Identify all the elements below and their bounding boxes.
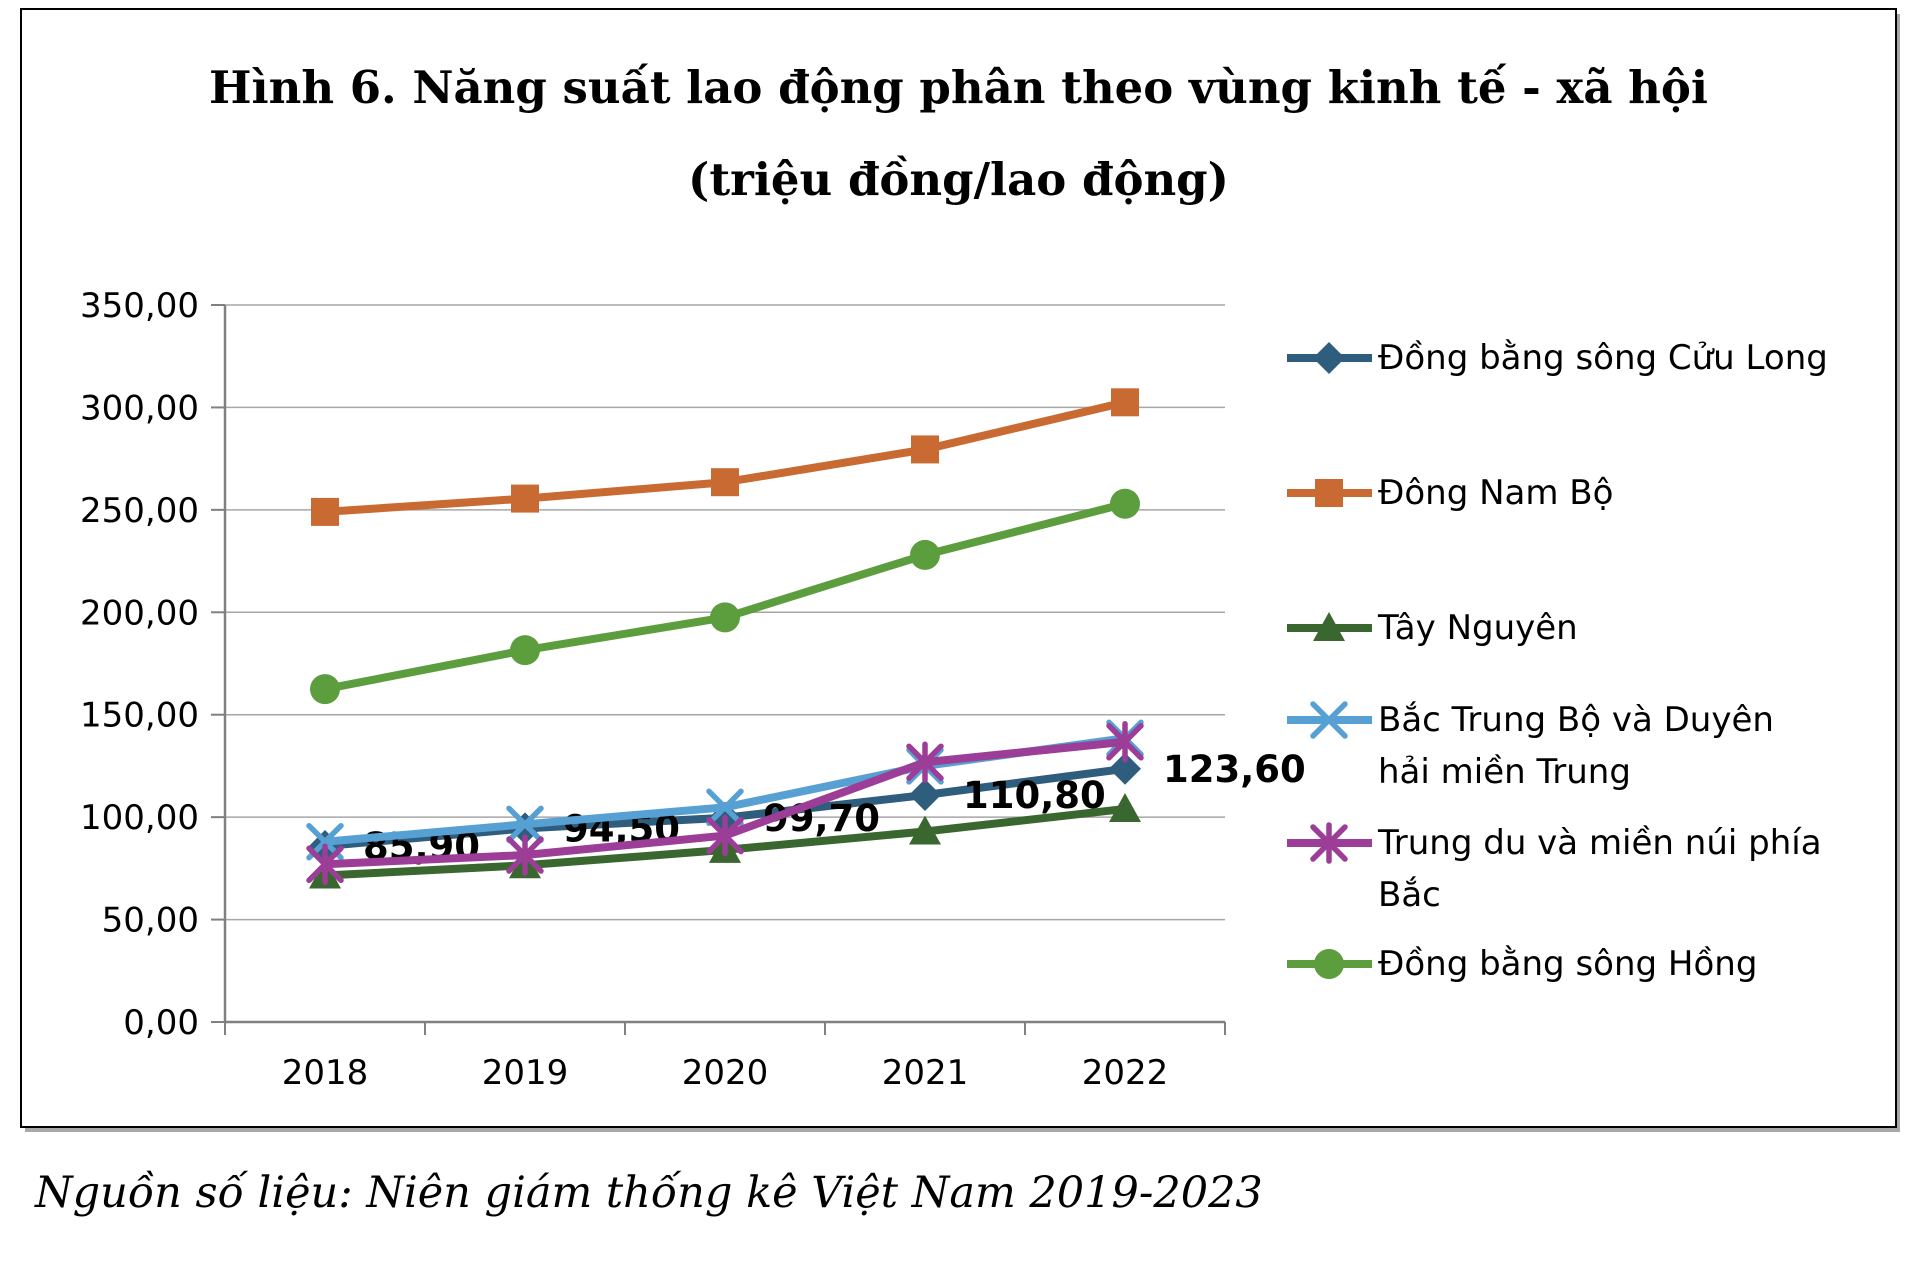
asterisk-marker [306, 843, 344, 886]
square-marker [911, 435, 939, 464]
chart-title: Hình 6. Năng suất lao động phân theo vùn… [22, 42, 1895, 226]
legend-swatch [1287, 949, 1372, 979]
series-5 [310, 488, 1140, 705]
y-tick-label: 150,00 [80, 696, 199, 736]
y-tick-label: 200,00 [80, 593, 199, 633]
x-tick-label: 2020 [682, 1053, 769, 1093]
legend-label: Đông Nam Bộ [1378, 473, 1614, 513]
legend-entry-3: Bắc Trung Bộ và Duyên hải miền Trung [1287, 694, 1774, 798]
asterisk-marker [906, 741, 944, 783]
chart-title-line2: (triệu đồng/lao động) [688, 153, 1229, 206]
diamond-marker [1313, 342, 1345, 374]
circle-marker [510, 635, 540, 666]
asterisk-marker [1310, 822, 1348, 864]
triangle-marker [1313, 612, 1345, 641]
x-tick-label: 2021 [882, 1053, 969, 1093]
x-tick-label: 2022 [1082, 1053, 1169, 1093]
legend-entry-2: Tây Nguyên [1287, 602, 1578, 654]
y-tick-label: 250,00 [80, 491, 199, 531]
source-note: Nguồn số liệu: Niên giám thống kê Việt N… [35, 1168, 1263, 1218]
legend-swatch [1287, 822, 1372, 864]
diamond-marker [909, 779, 941, 812]
square-marker [511, 484, 539, 513]
legend-label: Trung du và miền núi phía Bắc [1378, 823, 1822, 915]
y-tick-label: 50,00 [102, 901, 199, 941]
diamond-marker [1109, 752, 1141, 785]
x-marker [506, 805, 544, 844]
asterisk-marker [706, 814, 744, 857]
square-marker [711, 468, 739, 497]
x-marker [1310, 701, 1348, 739]
legend-label: Bắc Trung Bộ và Duyên hải miền Trung [1378, 700, 1774, 792]
legend-label: Đồng bằng sông Hồng [1378, 944, 1758, 984]
legend-swatch [1287, 479, 1372, 507]
legend-entry-4: Trung du và miền núi phía Bắc [1287, 817, 1822, 921]
square-marker [1111, 388, 1139, 417]
legend-swatch [1287, 342, 1372, 374]
chart-title-line1: Hình 6. Năng suất lao động phân theo vùn… [209, 61, 1708, 114]
square-marker [1315, 479, 1343, 507]
x-tick-label: 2019 [482, 1053, 569, 1093]
circle-marker [1314, 949, 1344, 979]
asterisk-marker [1106, 721, 1144, 763]
y-tick-label: 350,00 [80, 286, 199, 326]
circle-marker [1110, 488, 1140, 519]
y-tick-label: 100,00 [80, 798, 199, 838]
y-tick-label: 0,00 [123, 1003, 199, 1043]
circle-marker [310, 674, 340, 705]
legend-swatch [1287, 612, 1372, 641]
legend-entry-5: Đồng bằng sông Hồng [1287, 938, 1757, 990]
circle-marker [710, 602, 740, 633]
legend-entry-1: Đông Nam Bộ [1287, 467, 1613, 519]
y-axis-labels: 0,00 50,00 100,00 150,00 200,00 250,00 300,00 3… [80, 286, 199, 1043]
x-marker [706, 788, 744, 827]
x-tick-label: 2018 [282, 1053, 369, 1093]
series-4 [306, 721, 1144, 886]
chart-figure-frame: 0,00 50,00 100,00 150,00 200,00 250,00 300,00 3… [20, 8, 1897, 1128]
data-label: 123,60 [1163, 748, 1306, 791]
asterisk-marker [506, 834, 544, 876]
square-marker [311, 497, 339, 526]
legend-swatch [1287, 701, 1372, 739]
axes [211, 304, 1226, 1035]
chart-canvas: 0,00 50,00 100,00 150,00 200,00 250,00 300,00 3… [80, 286, 1306, 1093]
triangle-marker [1109, 792, 1141, 822]
x-axis-labels: 2018 2019 2020 2021 2022 [282, 1053, 1169, 1093]
series-1 [311, 388, 1139, 526]
y-tick-label: 300,00 [80, 388, 199, 428]
legend-entry-0: Đồng bằng sông Cửu Long [1287, 332, 1828, 384]
legend-label: Đồng bằng sông Cửu Long [1378, 338, 1828, 378]
circle-marker [910, 539, 940, 570]
legend-label: Tây Nguyên [1378, 608, 1578, 648]
triangle-marker [909, 815, 941, 845]
series-line [321, 499, 1129, 694]
